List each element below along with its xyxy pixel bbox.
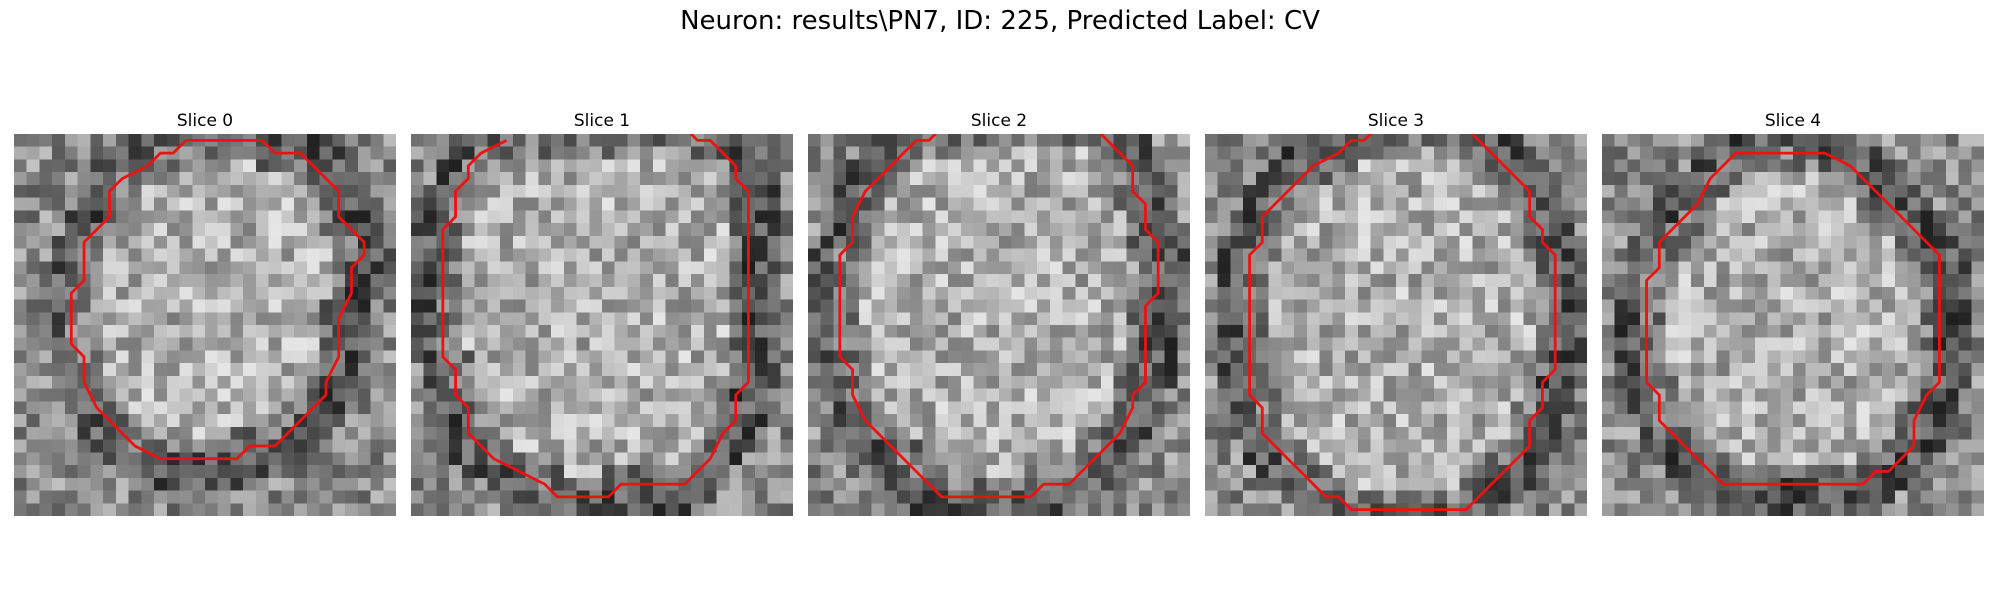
slice-title-0: Slice 0 (176, 111, 234, 131)
slice-panel-4: Slice 4 (1602, 108, 1984, 516)
contour-line-3 (1248, 134, 1557, 512)
contour-line-0 (69, 138, 366, 461)
slice-image-2 (808, 134, 1190, 516)
slice-image-4 (1602, 134, 1984, 516)
slice-image-1 (411, 134, 793, 516)
slice-title-3: Slice 3 (1367, 111, 1425, 131)
slice-contour-1 (441, 134, 750, 499)
contour-line-1 (441, 134, 750, 499)
slice-pixels-1 (411, 134, 793, 516)
slice-pixels-4 (1602, 134, 1984, 516)
slice-panel-0: Slice 0 (14, 108, 396, 516)
slice-title-1: Slice 1 (573, 111, 631, 131)
slice-title-2: Slice 2 (970, 111, 1028, 131)
slice-contour-0 (69, 138, 366, 461)
slice-panel-3: Slice 3 (1205, 108, 1587, 516)
slice-pixels-0 (14, 134, 396, 516)
slice-pixels-2 (808, 134, 1190, 516)
slice-panel-1: Slice 1 (411, 108, 793, 516)
slice-contour-3 (1248, 134, 1557, 512)
slice-contour-4 (1645, 151, 1941, 486)
slice-image-3 (1205, 134, 1587, 516)
figure-title: Neuron: results\PN7, ID: 225, Predicted … (680, 6, 1320, 36)
slice-image-0 (14, 134, 396, 516)
contour-line-2 (838, 134, 1160, 499)
contour-line-4 (1645, 151, 1941, 486)
slice-contour-2 (838, 134, 1160, 499)
slice-title-4: Slice 4 (1764, 111, 1822, 131)
slice-panel-2: Slice 2 (808, 108, 1190, 516)
